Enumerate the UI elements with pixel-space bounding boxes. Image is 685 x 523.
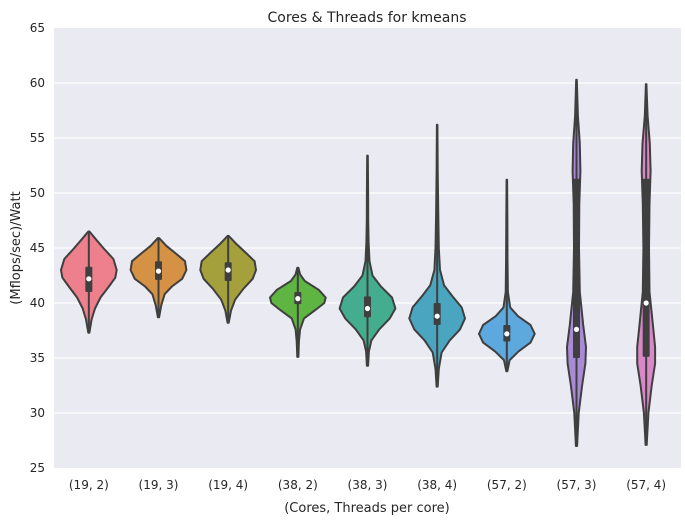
x-tick-label: (57, 3) [557,478,597,492]
x-tick-label: (57, 4) [626,478,666,492]
y-tick-label: 35 [30,351,45,365]
violin-1 [129,237,188,319]
x-axis-ticks: (19, 2) (19, 3) (19, 4) (38, 2) (38, 3) (38, … [69,478,666,492]
x-tick-label: (38, 4) [417,478,457,492]
violin-2 [199,234,257,324]
x-tick-label: (38, 2) [278,478,318,492]
x-tick-label: (38, 3) [348,478,388,492]
x-axis-label: (Cores, Threads per core) [284,501,450,516]
y-axis-label: (Mflops/sec)/Watt [9,191,24,304]
x-tick-label: (19, 4) [208,478,248,492]
violin-iqr-box [573,178,580,358]
violin-4 [338,154,397,367]
violin-5 [408,123,466,388]
y-tick-label: 40 [30,296,45,310]
violin-0 [60,230,118,334]
violin-median [434,313,440,319]
y-tick-label: 55 [30,131,45,145]
y-tick-label: 30 [30,406,45,420]
violin-iqr-box [642,178,650,357]
violin-median [86,276,92,282]
violin-median [364,305,371,312]
y-axis-ticks: 25 30 35 40 45 50 55 60 65 [30,21,45,475]
y-tick-label: 60 [30,76,45,90]
violin-median [573,326,580,332]
violins [60,78,657,447]
violin-median [295,296,301,302]
violin-3 [269,266,327,358]
y-tick-label: 25 [30,461,45,475]
y-tick-label: 50 [30,186,45,200]
x-tick-label: (57, 2) [487,478,527,492]
violin-median [225,267,231,273]
violin-median [643,300,649,306]
y-tick-label: 65 [30,21,45,35]
chart-title: Cores & Threads for kmeans [267,10,466,26]
violin-6 [478,178,536,373]
violin-7 [566,78,587,447]
violin-median [504,331,510,337]
violin-8 [636,83,657,446]
violin-median [155,268,162,274]
x-tick-label: (19, 3) [139,478,179,492]
y-tick-label: 45 [30,241,45,255]
x-tick-label: (19, 2) [69,478,109,492]
